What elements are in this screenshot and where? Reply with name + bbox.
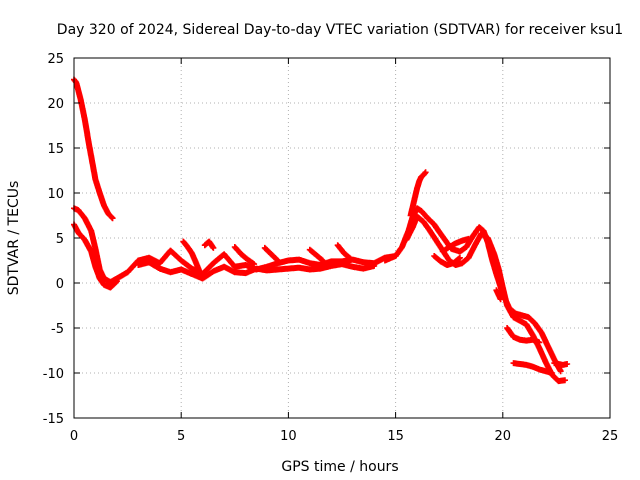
series-marks — [306, 246, 326, 264]
series-tail-20h-dashes — [493, 287, 504, 303]
y-tick-label: -10 — [43, 367, 64, 382]
series-marks — [439, 235, 472, 255]
series-marks — [334, 242, 354, 262]
series-rise-17h — [439, 235, 472, 255]
y-tick-label: 0 — [56, 277, 64, 292]
series-segment-6h — [201, 238, 217, 251]
series-main-lower — [403, 213, 568, 385]
x-tick-label: 10 — [280, 429, 297, 444]
series-spike-16h — [407, 169, 429, 219]
series-mid-band-b — [135, 259, 378, 282]
series-marks — [407, 169, 429, 219]
x-tick-label: 25 — [602, 429, 619, 444]
y-tick-label: 5 — [56, 232, 64, 247]
axes: 0 5 10 15 20 25 25 20 15 10 5 0 -5 -10 -15 — [43, 52, 619, 444]
x-tick-label: 15 — [387, 429, 404, 444]
grid — [74, 58, 610, 418]
series-marks — [231, 244, 258, 268]
series-marks — [551, 360, 571, 368]
data-series — [71, 76, 571, 385]
series-marks — [431, 253, 463, 268]
series-marks — [403, 213, 568, 385]
y-axis-label: SDTVAR / TECUs — [6, 181, 22, 296]
series-marks — [261, 244, 281, 264]
series-segment-11h — [306, 246, 326, 264]
series-marks — [504, 325, 543, 346]
series-marks — [71, 76, 116, 222]
series-late-flat-b — [551, 360, 571, 368]
y-tick-label: 20 — [47, 97, 64, 112]
x-tick-label: 0 — [70, 429, 78, 444]
x-axis-label: GPS time / hours — [281, 459, 398, 475]
plot-frame — [73, 57, 611, 419]
series-marks — [510, 360, 556, 376]
series-marks — [493, 287, 504, 303]
series-segment-5h — [180, 238, 204, 277]
series-late-flat-a — [510, 360, 556, 376]
y-tick-label: -15 — [43, 412, 64, 427]
y-tick-label: 15 — [47, 142, 64, 157]
series-bump-17h — [431, 253, 463, 268]
series-marks — [180, 238, 204, 277]
series-marks — [201, 238, 217, 251]
series-segment-8h — [261, 244, 281, 264]
x-tick-label: 5 — [177, 429, 185, 444]
x-tick-label: 20 — [495, 429, 512, 444]
series-segment-7h — [231, 244, 258, 268]
y-tick-label: 25 — [47, 52, 64, 67]
y-tick-label: 10 — [47, 187, 64, 202]
series-tail-lower — [504, 325, 543, 346]
y-tick-label: -5 — [51, 322, 64, 337]
series-segment-12h — [334, 242, 354, 262]
series-early-high-arc — [71, 76, 116, 222]
series-marks — [135, 259, 378, 282]
chart-title: Day 320 of 2024, Sidereal Day-to-day VTE… — [57, 22, 623, 38]
